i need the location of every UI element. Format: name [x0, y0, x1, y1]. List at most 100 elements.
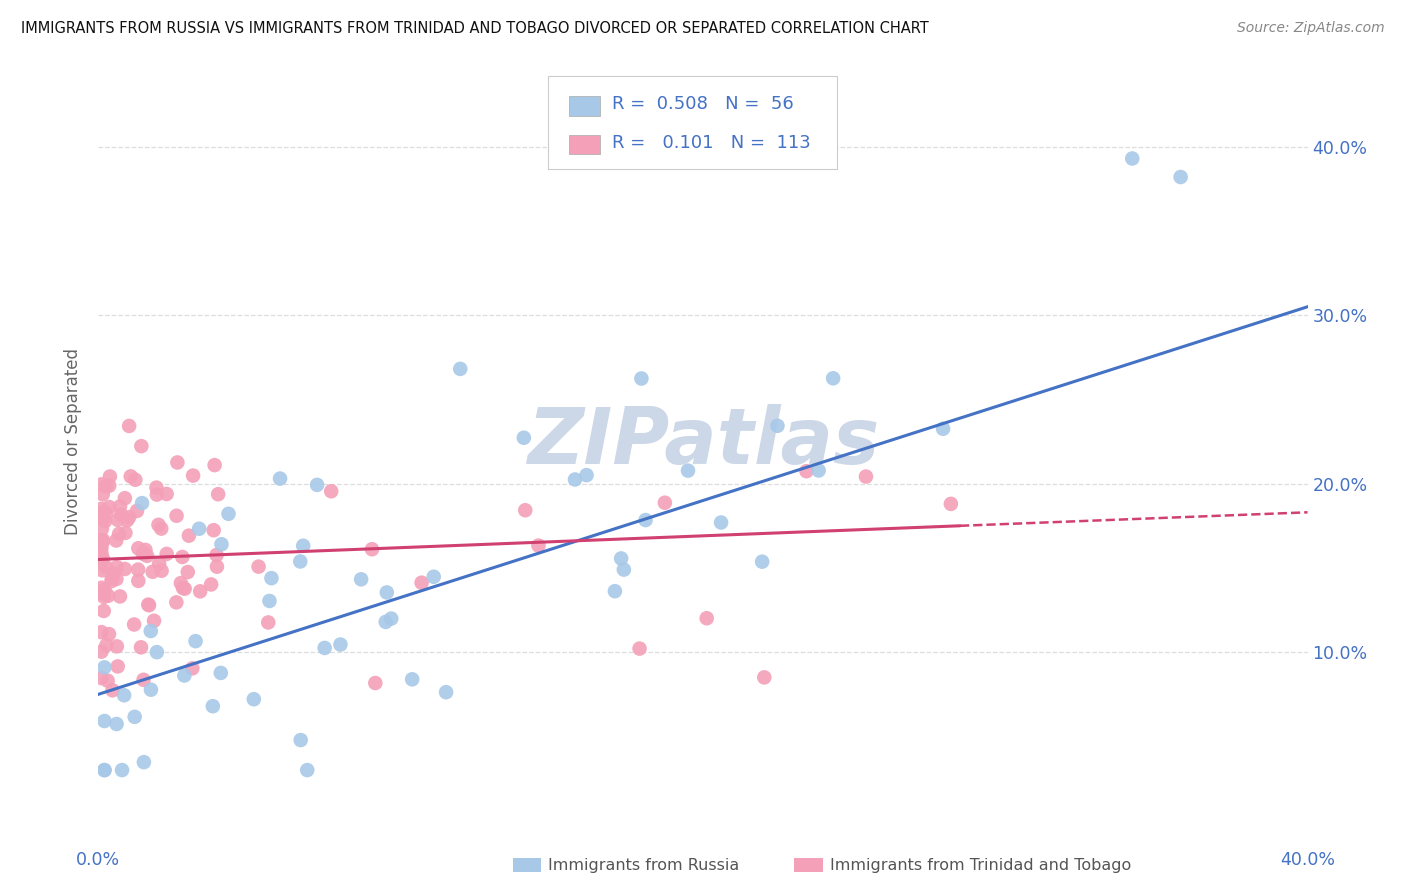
- Point: [91, 487, 114, 501]
- Point: [364, 676, 387, 690]
- Point: [380, 611, 402, 625]
- Point: [165, 595, 187, 609]
- Text: R =  0.508   N =  56: R = 0.508 N = 56: [612, 95, 793, 113]
- Point: [564, 473, 586, 487]
- Point: [202, 523, 225, 537]
- Point: [172, 549, 194, 564]
- Point: [603, 584, 626, 599]
- Point: [375, 585, 398, 599]
- Point: [93, 604, 115, 618]
- Point: [205, 548, 228, 562]
- Point: [91, 563, 114, 577]
- Point: [101, 571, 124, 585]
- Text: Immigrants from Trinidad and Tobago: Immigrants from Trinidad and Tobago: [830, 858, 1130, 872]
- Point: [90, 581, 112, 595]
- Point: [628, 641, 651, 656]
- Point: [449, 362, 471, 376]
- Point: [290, 554, 312, 568]
- Point: [513, 431, 536, 445]
- Point: [823, 371, 845, 385]
- Point: [676, 464, 699, 478]
- Point: [148, 517, 170, 532]
- Y-axis label: Divorced or Separated: Divorced or Separated: [65, 348, 83, 535]
- Point: [132, 755, 155, 769]
- Point: [150, 522, 173, 536]
- Point: [630, 371, 652, 385]
- Point: [143, 614, 166, 628]
- Text: 40.0%: 40.0%: [1279, 851, 1336, 869]
- Point: [120, 469, 142, 483]
- Point: [205, 559, 228, 574]
- Point: [114, 491, 136, 506]
- Point: [350, 572, 373, 586]
- Point: [105, 572, 128, 586]
- Point: [91, 551, 114, 566]
- Point: [105, 560, 128, 574]
- Point: [188, 522, 211, 536]
- Point: [259, 594, 281, 608]
- Point: [90, 522, 112, 536]
- Point: [129, 640, 152, 655]
- Point: [111, 763, 134, 777]
- Point: [138, 598, 160, 612]
- Point: [156, 547, 179, 561]
- Point: [90, 533, 112, 548]
- Point: [122, 617, 145, 632]
- Point: [91, 534, 114, 549]
- Point: [90, 541, 112, 555]
- Point: [634, 513, 657, 527]
- Point: [177, 565, 200, 579]
- Point: [114, 525, 136, 540]
- Point: [90, 556, 112, 570]
- Text: IMMIGRANTS FROM RUSSIA VS IMMIGRANTS FROM TRINIDAD AND TOBAGO DIVORCED OR SEPARA: IMMIGRANTS FROM RUSSIA VS IMMIGRANTS FRO…: [21, 21, 929, 36]
- Point: [374, 615, 396, 629]
- Point: [139, 682, 162, 697]
- Point: [93, 714, 115, 728]
- Point: [411, 575, 433, 590]
- Point: [166, 455, 188, 469]
- Point: [98, 469, 121, 483]
- Point: [91, 511, 114, 525]
- Point: [114, 562, 136, 576]
- Point: [93, 660, 115, 674]
- Point: [134, 543, 156, 558]
- Point: [103, 566, 125, 581]
- Point: [139, 624, 162, 638]
- Point: [796, 464, 818, 478]
- Point: [156, 487, 179, 501]
- Point: [91, 586, 114, 600]
- Point: [247, 559, 270, 574]
- Point: [97, 589, 120, 603]
- Point: [96, 560, 118, 574]
- Point: [855, 469, 877, 483]
- Point: [329, 638, 352, 652]
- Point: [131, 496, 153, 510]
- Point: [807, 463, 830, 477]
- Point: [422, 570, 444, 584]
- Point: [90, 585, 112, 599]
- Point: [211, 537, 233, 551]
- Point: [146, 645, 169, 659]
- Point: [292, 539, 315, 553]
- Point: [131, 439, 153, 453]
- Point: [172, 581, 194, 595]
- Point: [105, 640, 128, 654]
- Point: [173, 668, 195, 682]
- Point: [150, 564, 173, 578]
- Point: [207, 487, 229, 501]
- Point: [93, 582, 115, 597]
- Point: [127, 541, 149, 556]
- Point: [107, 659, 129, 673]
- Point: [108, 500, 131, 514]
- Point: [613, 563, 636, 577]
- Point: [90, 645, 112, 659]
- Text: ZIPatlas: ZIPatlas: [527, 403, 879, 480]
- Point: [90, 671, 112, 685]
- Point: [297, 763, 319, 777]
- Point: [136, 598, 159, 612]
- Point: [107, 513, 129, 527]
- Point: [94, 506, 117, 520]
- Point: [117, 513, 139, 527]
- Point: [136, 549, 159, 563]
- Point: [124, 710, 146, 724]
